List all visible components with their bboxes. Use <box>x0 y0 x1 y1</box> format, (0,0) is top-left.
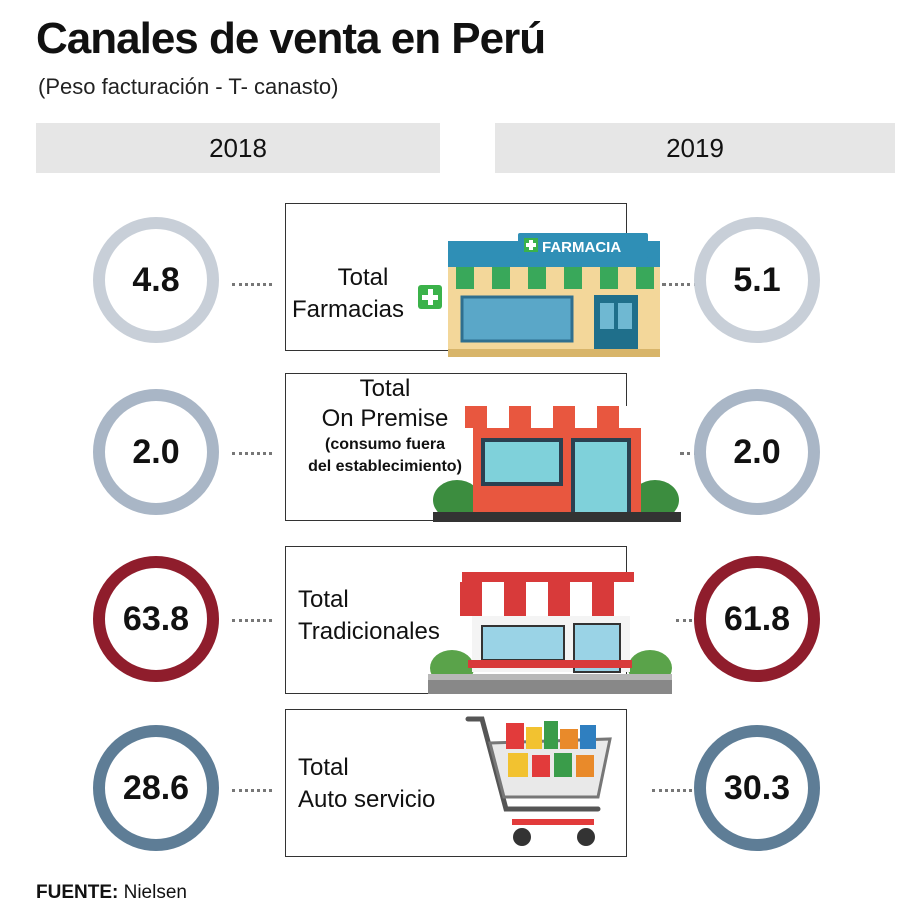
label-line: Farmacias <box>292 296 405 323</box>
value-on-premise-2018: 2.0 <box>132 432 180 471</box>
source-label: FUENTE: <box>36 882 119 903</box>
connector-dots <box>232 619 272 622</box>
category-label-farmacias: Total Farmacias <box>292 262 404 326</box>
connector-dots <box>676 619 698 622</box>
source-text: Nielsen <box>123 882 187 903</box>
connector-dots <box>232 789 272 792</box>
value-ring-on-premise-2019: 2.0 <box>694 389 820 515</box>
label-line: Total <box>359 375 411 402</box>
storefront-illustration <box>428 572 672 694</box>
value-ring-farmacias-2018: 4.8 <box>93 217 219 343</box>
connector-dots <box>662 283 698 286</box>
value-ring-tradicionales-2019: 61.8 <box>694 556 820 682</box>
restaurant-illustration <box>433 406 681 522</box>
label-line: Total <box>337 264 389 291</box>
category-label-auto-servicio: Total Auto servicio <box>298 752 435 816</box>
pharmacy-illustration: FARMACIA <box>418 233 660 357</box>
label-line: On Premise <box>321 405 449 432</box>
value-ring-tradicionales-2018: 63.8 <box>93 556 219 682</box>
label-line: (consumo fuera <box>324 436 445 453</box>
value-ring-farmacias-2019: 5.1 <box>694 217 820 343</box>
chart-title: Canales de venta en Perú <box>36 14 546 63</box>
label-line: Total <box>298 586 349 613</box>
value-farmacias-2018: 4.8 <box>132 260 180 299</box>
value-farmacias-2019: 5.1 <box>733 260 781 299</box>
connector-dots <box>232 283 272 286</box>
connector-dots <box>652 789 698 792</box>
category-label-on-premise: Total On Premise (consumo fuera del esta… <box>290 374 480 478</box>
year-label-2019: 2019 <box>666 132 724 163</box>
value-auto-servicio-2019: 30.3 <box>723 768 791 807</box>
label-line: Total <box>298 754 349 781</box>
chart-subtitle: (Peso facturación - T- canasto) <box>38 74 339 99</box>
value-ring-on-premise-2018: 2.0 <box>93 389 219 515</box>
label-line: Auto servicio <box>298 786 436 813</box>
shopping-cart-illustration <box>465 716 612 846</box>
value-tradicionales-2018: 63.8 <box>122 599 190 638</box>
label-line: del establecimiento) <box>308 458 462 475</box>
year-header-2019: 2019 <box>495 123 895 173</box>
pharmacy-sign-text: FARMACIA <box>542 239 621 256</box>
year-label-2018: 2018 <box>209 132 267 163</box>
value-tradicionales-2019: 61.8 <box>723 599 791 638</box>
source-note: FUENTE: Nielsen <box>36 882 187 904</box>
label-line: Tradicionales <box>298 618 440 645</box>
connector-dots <box>680 452 698 455</box>
value-ring-auto-servicio-2018: 28.6 <box>93 725 219 851</box>
value-ring-auto-servicio-2019: 30.3 <box>694 725 820 851</box>
value-auto-servicio-2018: 28.6 <box>122 768 190 807</box>
connector-dots <box>232 452 272 455</box>
category-label-tradicionales: Total Tradicionales <box>298 584 440 648</box>
year-header-2018: 2018 <box>36 123 440 173</box>
value-on-premise-2019: 2.0 <box>733 432 781 471</box>
